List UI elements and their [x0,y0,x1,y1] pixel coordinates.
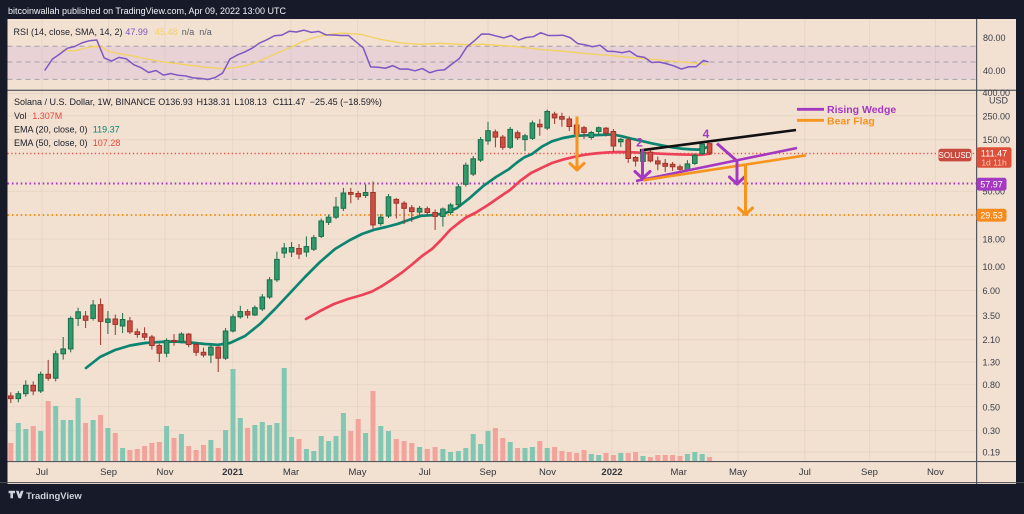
svg-text:4: 4 [703,127,710,141]
svg-text:2.10: 2.10 [983,335,1001,345]
svg-text:Solana / U.S. Dollar, 1W, BINA: Solana / U.S. Dollar, 1W, BINANCE [14,97,156,107]
svg-text:Nov: Nov [157,467,174,478]
svg-text:119.37: 119.37 [93,124,120,134]
svg-text:80.00: 80.00 [983,33,1006,43]
svg-text:bitcoinwallah published on Tra: bitcoinwallah published on TradingView.c… [8,6,287,16]
svg-text:50.00: 50.00 [983,187,1006,197]
svg-text:SOLUSD: SOLUSD [939,151,972,160]
svg-text:H138.31: H138.31 [197,97,231,107]
svg-text:2022: 2022 [601,467,622,478]
svg-text:0.30: 0.30 [983,426,1001,436]
svg-text:2021: 2021 [222,467,244,478]
svg-text:107.28: 107.28 [93,138,121,148]
svg-text:0.19: 0.19 [983,448,1001,458]
svg-text:3.50: 3.50 [983,311,1001,321]
svg-text:n/a: n/a [199,27,212,37]
svg-text:0.50: 0.50 [983,402,1001,412]
svg-text:150.00: 150.00 [983,135,1011,145]
svg-text:1.30: 1.30 [983,358,1001,368]
svg-text:1.307M: 1.307M [32,111,62,121]
svg-text:47.99: 47.99 [125,27,148,37]
svg-text:Sep: Sep [100,467,117,478]
svg-text:Sep: Sep [480,467,497,478]
svg-text:10.00: 10.00 [983,262,1006,272]
svg-text:May: May [729,467,747,478]
svg-text:29.53: 29.53 [980,210,1003,220]
svg-text:Nov: Nov [927,467,944,478]
svg-text:57.97: 57.97 [980,179,1003,189]
svg-text:400.00: 400.00 [983,88,1011,98]
svg-text:EMA (50, close, 0): EMA (50, close, 0) [14,138,88,148]
svg-text:250.00: 250.00 [983,111,1011,121]
svg-text:2: 2 [636,136,643,150]
svg-text:−25.45 (−18.59%): −25.45 (−18.59%) [310,97,382,107]
svg-text:45.48: 45.48 [155,27,178,37]
svg-text:Jul: Jul [419,467,431,478]
svg-text:n/a: n/a [182,27,195,37]
svg-text:Vol: Vol [14,111,27,121]
svg-text:1d 11h: 1d 11h [981,158,1007,168]
svg-text:Jul: Jul [36,467,48,478]
svg-text:Rising Wedge: Rising Wedge [827,104,896,116]
svg-text:111.47: 111.47 [981,148,1007,158]
svg-text:May: May [349,467,367,478]
svg-text:RSI (14, close, SMA, 14, 2): RSI (14, close, SMA, 14, 2) [14,27,123,37]
svg-text:Bear Flag: Bear Flag [827,115,875,127]
svg-text:C111.47: C111.47 [273,97,306,107]
svg-text:Mar: Mar [283,467,299,478]
svg-text:Sep: Sep [861,467,878,478]
svg-text:Jul: Jul [799,467,811,478]
svg-text:0.80: 0.80 [983,380,1001,390]
svg-text:EMA (20, close, 0): EMA (20, close, 0) [14,124,88,134]
svg-text:6.00: 6.00 [983,286,1001,296]
svg-text:TradingView: TradingView [26,491,82,502]
svg-text:USD: USD [989,96,1009,106]
svg-text:Nov: Nov [539,467,556,478]
svg-text:Mar: Mar [671,467,687,478]
svg-text:O136.93: O136.93 [158,97,193,107]
svg-text:40.00: 40.00 [983,66,1006,76]
svg-text:L108.13: L108.13 [234,97,267,107]
svg-text:18.00: 18.00 [983,234,1006,244]
